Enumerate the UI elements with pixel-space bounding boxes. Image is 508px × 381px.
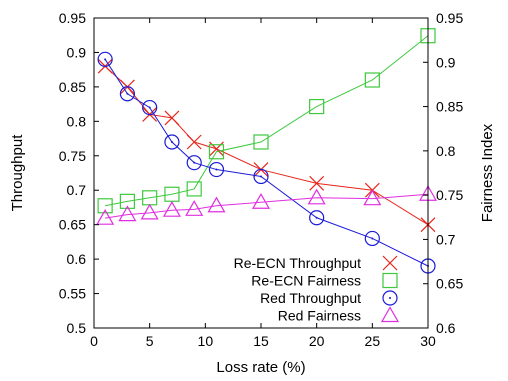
- series-layer: [96, 28, 438, 274]
- y2-axis-label: Fairness Index: [479, 123, 496, 222]
- data-point-re-ecn-throughput: [309, 175, 325, 191]
- x-tick-label: 0: [90, 333, 98, 349]
- y-tick-label: 0.5: [67, 320, 87, 336]
- y-tick-label: 0.6: [67, 251, 87, 267]
- legend-label: Red Throughput: [260, 290, 361, 306]
- data-point-red-fairness: [140, 203, 159, 220]
- data-point-re-ecn-throughput: [164, 110, 180, 126]
- legend-marker: [382, 255, 398, 271]
- data-point-red-fairness: [96, 208, 115, 225]
- data-point-red-throughput: [186, 155, 202, 171]
- legend-label: Re-ECN Throughput: [234, 255, 361, 271]
- y-axis-label: Throughput: [9, 134, 26, 212]
- data-point-red-throughput: [164, 134, 180, 150]
- data-point-red-fairness: [251, 193, 271, 209]
- series-line-re-ecn-fairness: [105, 35, 429, 207]
- y2-tick-label: 0.7: [436, 231, 456, 247]
- ticks-layer: 0 5 10 15 20 25 30 0.5 0.55 0.6 0.65 0.7 0.75 0.8 0.85…: [59, 10, 464, 349]
- data-point-re-ecn-fairness: [253, 134, 269, 150]
- y-tick-label: 0.65: [59, 217, 86, 233]
- y-tick-label: 0.85: [59, 79, 86, 95]
- y-tick-label: 0.95: [59, 10, 86, 26]
- series-red-fairness: [96, 185, 438, 225]
- y2-tick-label: 0.6: [436, 320, 456, 336]
- data-point-red-throughput: [97, 51, 113, 67]
- series-line-re-ecn-throughput: [104, 65, 429, 226]
- legend-marker: [382, 290, 398, 306]
- data-point-red-throughput: [364, 230, 380, 247]
- y2-tick-label: 0.75: [436, 187, 463, 203]
- x-tick-label: 5: [146, 333, 154, 349]
- data-point-re-ecn-fairness: [186, 181, 202, 197]
- y2-tick-label: 0.8: [436, 143, 456, 159]
- x-axis-label: Loss rate (%): [216, 359, 305, 376]
- data-point-red-fairness: [118, 205, 137, 222]
- x-tick-label: 25: [365, 333, 381, 349]
- legend-item-re-ecn-fairness: Re-ECN Fairness: [251, 272, 398, 289]
- data-point-red-fairness: [207, 196, 226, 213]
- y2-tick-label: 0.9: [436, 54, 456, 70]
- y2-tick-label: 0.85: [436, 99, 463, 115]
- data-point-re-ecn-fairness: [119, 193, 136, 209]
- data-point-red-fairness: [185, 200, 204, 216]
- legend-item-red-fairness: Red Fairness: [278, 306, 400, 324]
- x-tick-label: 30: [420, 333, 436, 349]
- data-point-re-ecn-fairness: [208, 144, 225, 160]
- data-point-red-throughput: [142, 99, 158, 116]
- legend-item-re-ecn-throughput: Re-ECN Throughput: [234, 255, 398, 271]
- y-tick-label: 0.75: [59, 148, 86, 164]
- y2-tick-label: 0.65: [436, 276, 463, 292]
- data-point-red-fairness: [363, 189, 382, 206]
- x-tick-label: 10: [198, 333, 214, 349]
- data-point-red-fairness: [162, 200, 181, 217]
- x-tick-label: 15: [253, 333, 269, 349]
- legend-marker: [382, 272, 398, 289]
- legend-marker: [380, 306, 400, 323]
- series-line-red-throughput: [104, 59, 429, 267]
- data-point-red-throughput: [309, 210, 325, 226]
- data-point-red-throughput: [253, 168, 269, 185]
- data-point-re-ecn-throughput: [186, 134, 202, 150]
- data-point-red-fairness: [307, 188, 326, 205]
- data-point-red-throughput: [119, 86, 136, 102]
- y-tick-label: 0.9: [67, 44, 87, 60]
- data-point-re-ecn-fairness: [364, 72, 380, 88]
- y-tick-label: 0.8: [67, 113, 87, 129]
- data-point-re-ecn-throughput: [209, 141, 224, 157]
- legend-item-red-throughput: Red Throughput: [260, 290, 398, 306]
- series-re-ecn-fairness: [97, 28, 436, 214]
- y-tick-label: 0.7: [67, 182, 87, 198]
- data-point-red-throughput: [208, 161, 225, 178]
- series-red-throughput: [97, 51, 436, 274]
- x-tick-label: 20: [309, 333, 325, 349]
- y-tick-label: 0.55: [59, 286, 86, 302]
- data-point-re-ecn-fairness: [309, 98, 325, 115]
- legend-label: Red Fairness: [278, 308, 361, 324]
- y2-tick-label: 0.95: [436, 10, 463, 26]
- legend-label: Re-ECN Fairness: [251, 273, 361, 289]
- data-point-re-ecn-fairness: [97, 198, 113, 214]
- series-line-red-fairness: [105, 193, 429, 219]
